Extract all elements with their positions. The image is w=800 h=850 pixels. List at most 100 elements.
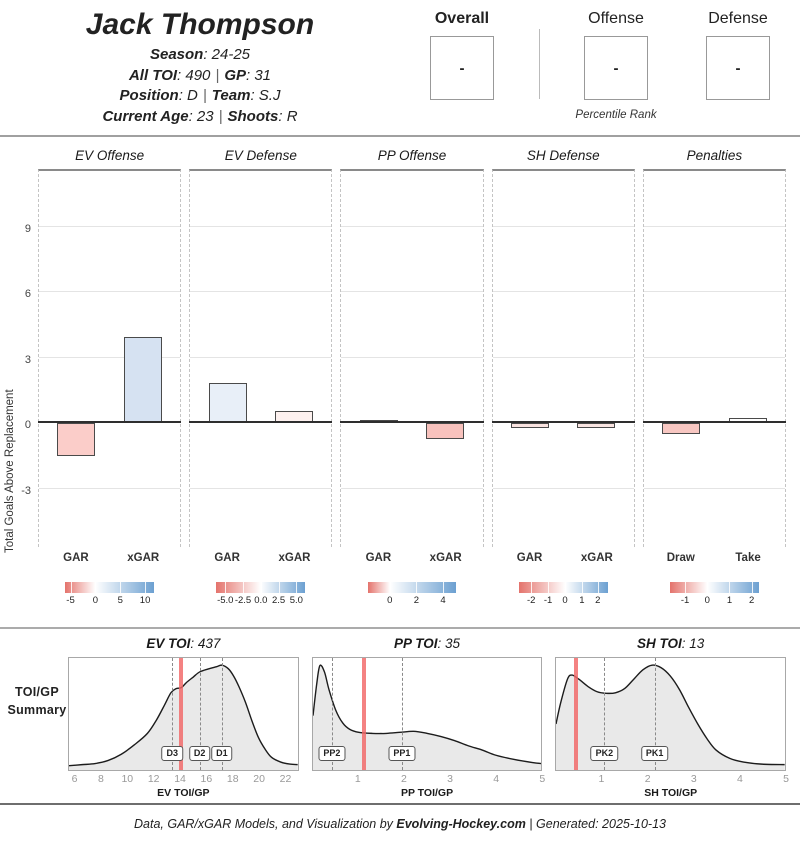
color-scale-gradient [367, 582, 457, 593]
gar-panel-penalties: Penalties Draw Take -1 0 1 2 [642, 143, 787, 619]
y-axis-tick: 6 [24, 288, 31, 301]
category-label: xGAR [278, 552, 311, 564]
toi-plot-title-label: EV TOI [146, 636, 191, 651]
player-header: Jack Thompson Season: 24-25 All TOI: 490… [0, 0, 800, 135]
y-axis-tick: -3 [21, 484, 31, 497]
color-scale: 0 2 4 [340, 569, 483, 619]
grid-line [643, 225, 786, 227]
draw-bar [662, 423, 701, 435]
x-axis-tick: 1 [598, 773, 605, 785]
x-axis-tick: 4 [493, 773, 500, 785]
color-scale-tick-label: -1 [543, 595, 553, 606]
x-axis-tick: 2 [401, 773, 407, 785]
footer-credit: Data, GAR/xGAR Models, and Visualization… [0, 805, 800, 831]
toi-gp-line: All TOI: 490 | GP: 31 [0, 66, 400, 87]
x-axis-tick: 14 [174, 773, 186, 785]
category-label: GAR [63, 552, 89, 564]
season-value: : 24-25 [203, 46, 251, 63]
x-axis-tick: 10 [121, 773, 134, 785]
color-scale: -2 -1 0 1 2 [492, 569, 635, 619]
y-axis-tick: 0 [24, 419, 31, 432]
position-team-line: Position: D | Team: S.J [0, 86, 400, 107]
zero-line [38, 421, 182, 424]
deployment-marker-label: PK2 [590, 746, 619, 761]
x-axis-tick: 18 [226, 773, 239, 785]
zero-line [340, 421, 484, 424]
footer-divider-line [0, 803, 800, 805]
category-label: GAR [516, 552, 543, 564]
panel-plot [642, 169, 787, 547]
x-axis-title: SH TOI/GP [644, 787, 698, 799]
density-plot-area: PP2 PP1 [311, 657, 543, 771]
defense-percentile-box: - [706, 36, 770, 100]
y-axis-tick: 3 [24, 353, 31, 366]
color-scale-tickmark [531, 582, 533, 593]
color-scale-tick-label: -2.5 [234, 595, 252, 606]
color-scale-tick-label: -5 [66, 595, 75, 606]
x-axis-tick: 4 [736, 773, 743, 785]
color-scale-tickmark [145, 582, 147, 593]
grid-line [492, 291, 634, 293]
shoots-label: Shoots [227, 107, 279, 125]
color-scale-tick-label: -2 [527, 595, 536, 606]
color-scale-tickmark [443, 582, 445, 593]
x-axis-tick: 20 [253, 773, 265, 785]
offense-percentile-box: - [584, 36, 648, 100]
color-scale-tickmark [225, 582, 227, 593]
grid-line [341, 487, 483, 489]
xgar-bar [426, 423, 465, 439]
footer-suffix: | Generated: 2025-10-13 [525, 817, 666, 831]
gar-bar [57, 423, 96, 457]
grid-line [492, 225, 634, 227]
color-scale-tickmark [581, 582, 583, 593]
color-scale-tickmark [729, 582, 731, 593]
color-scale-labels: -5 0 5 10 [65, 595, 154, 607]
grid-line [643, 487, 786, 489]
density-curve [312, 658, 542, 770]
toi-summary-section: TOI/GP Summary EV TOI: 437 D3 D2 D1 6 8 10 12 14… [0, 629, 800, 803]
player-name: Jack Thompson [85, 8, 315, 41]
category-labels: Draw Take [643, 547, 786, 569]
color-scale-tick-label: 2 [413, 595, 420, 606]
age-value: : 23 [188, 107, 214, 125]
toi-summary-label-line1: TOI/GP [15, 684, 59, 699]
color-scale-tick-label: -1 [680, 595, 690, 606]
xgar-bar [577, 423, 616, 428]
grid-line [39, 487, 181, 489]
x-axis-ticks: 1 2 3 4 5 [555, 771, 789, 785]
toi-plot-title-value: : 35 [437, 636, 461, 651]
color-scale-tickmark [296, 582, 298, 593]
overall-percentile-box: - [430, 36, 494, 100]
overall-percentile-group: Overall - [430, 10, 494, 100]
color-scale-tick-label: 2.5 [271, 595, 286, 606]
color-scale-gradient [65, 582, 154, 593]
age-label: Current Age [102, 107, 189, 125]
x-axis-tick: 22 [279, 773, 292, 785]
gp-label: GP [224, 66, 246, 84]
category-labels: GAR xGAR [38, 547, 181, 569]
gar-panel-pp-offense: PP Offense GAR xGAR 0 2 4 [340, 143, 484, 619]
panel-title: PP Offense [377, 148, 447, 163]
color-scale-tick-label: 2 [595, 595, 601, 606]
grid-line [190, 291, 332, 293]
color-scale-tickmark [416, 582, 418, 593]
separator: | [218, 107, 223, 125]
player-toi-line [573, 658, 578, 770]
gar-panels: EV Offense GAR xGAR -5 0 5 10 EV Defense GAR xGAR… [38, 143, 787, 619]
position-value: : D [178, 87, 198, 104]
toi-summary-label: TOI/GP Summary [6, 636, 68, 799]
deployment-marker-label: D1 [211, 746, 233, 761]
toi-plot-sh-toi: SH TOI: 13 PK2 PK1 1 2 3 4 5 SH TOI/GP [555, 636, 789, 799]
footer-prefix: Data, GAR/xGAR Models, and Visualization… [134, 817, 397, 831]
category-label: xGAR [429, 552, 462, 564]
deployment-marker-line [331, 658, 333, 770]
x-axis-ticks: 1 2 3 4 5 [312, 771, 545, 785]
toi-density-plots: EV TOI: 437 D3 D2 D1 6 8 10 12 14 16 18 20 22 EV TOI/… [68, 636, 789, 799]
deployment-marker-line [604, 658, 606, 770]
category-label: xGAR [127, 552, 160, 564]
xgar-bar [123, 337, 162, 423]
y-axis-title: Total Goals Above Replacement [4, 389, 16, 553]
density-plot-area: D3 D2 D1 [68, 657, 299, 771]
defense-percentile-group: Defense - [706, 10, 770, 100]
vertical-divider [539, 29, 540, 99]
